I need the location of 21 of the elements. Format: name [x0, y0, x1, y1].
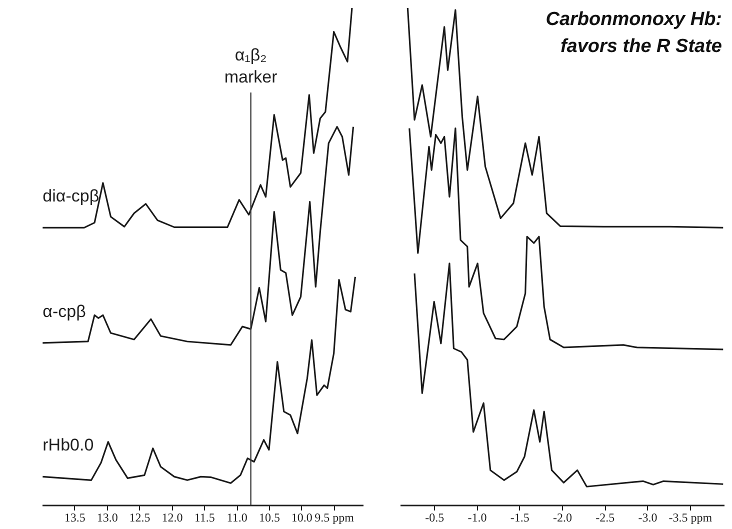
x-tick-label: 13.0 — [96, 510, 118, 524]
x-tick-label: -1.0 — [468, 510, 487, 524]
ref-line-label: α₁β₂ marker — [224, 45, 278, 86]
x-tick-label: 11.0 — [226, 510, 248, 524]
x-tick-label: 12.0 — [162, 510, 183, 524]
series-label: rHb0.0 — [42, 436, 94, 455]
x-tick-label: -3.5 ppm — [668, 510, 713, 524]
x-tick-label: 10.0 — [291, 510, 312, 524]
x-tick-label: 13.5 — [64, 510, 86, 524]
x-tick-label: -0.5 — [425, 510, 444, 524]
x-tick-label: -2.0 — [553, 510, 572, 524]
x-tick-label: 11.5 — [194, 510, 215, 524]
x-tick-label: 12.5 — [129, 510, 150, 524]
series-label: α-cpβ — [42, 302, 86, 321]
x-tick-label: -2.5 — [596, 510, 615, 524]
series-label: diα-cpβ — [42, 186, 100, 206]
x-tick-label: -1.5 — [510, 510, 530, 524]
x-tick-label: -3.0 — [638, 510, 658, 524]
x-tick-label: 10.5 — [258, 510, 280, 524]
text: Carbonmonoxy Hb: favors the R State — [546, 9, 722, 57]
x-tick-label: 9.5 ppm — [314, 510, 355, 524]
